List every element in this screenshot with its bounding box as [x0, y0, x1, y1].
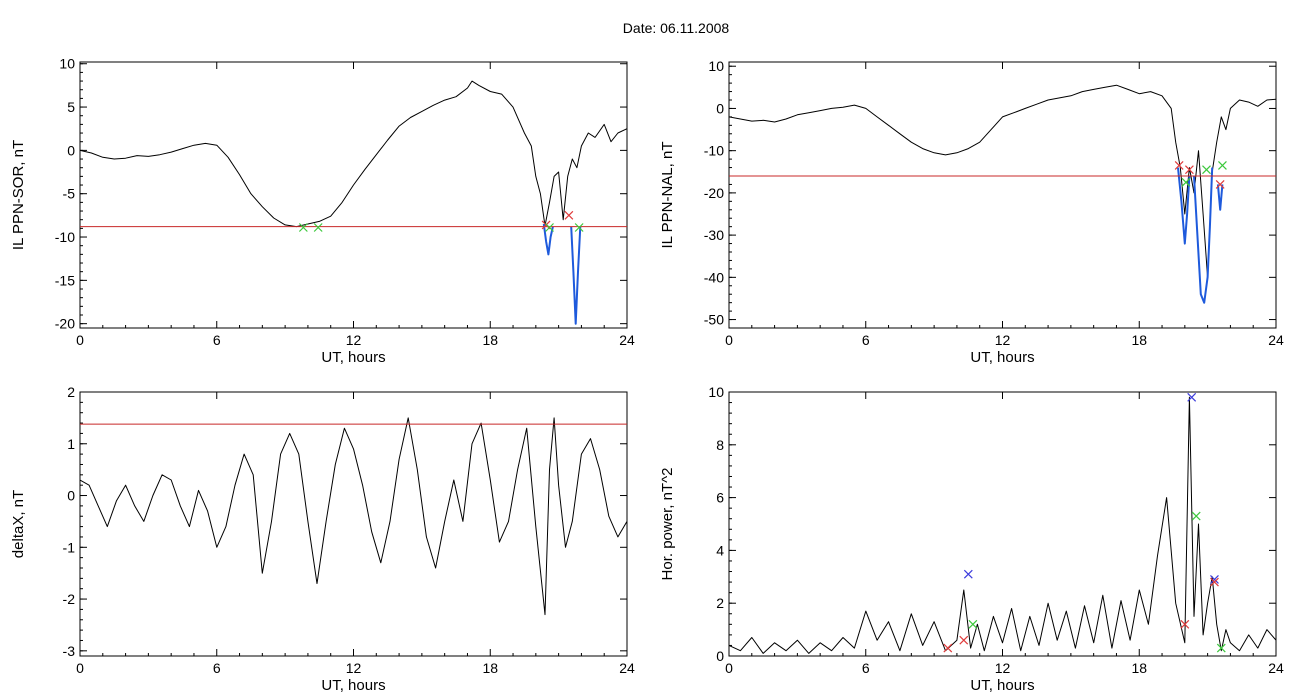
event-marker [298, 223, 308, 232]
x-tick-label: 0 [76, 332, 84, 348]
y-tick-label: -1 [63, 539, 76, 555]
event-marker [564, 210, 574, 220]
event-marker [1174, 161, 1184, 170]
y-tick-label: 8 [716, 437, 724, 453]
event-marker [313, 223, 323, 232]
event-segment [1216, 184, 1224, 211]
series-line [80, 80, 627, 228]
event-marker [574, 223, 584, 232]
event-marker [1184, 165, 1194, 175]
x-tick-label: 6 [213, 332, 221, 348]
series-line [729, 396, 1276, 654]
x-tick-label: 12 [346, 332, 362, 348]
y-tick-label: 10 [59, 56, 75, 72]
x-tick-label: 12 [995, 332, 1011, 348]
x-tick-label: 24 [619, 332, 635, 348]
x-tick-label: 0 [725, 660, 733, 676]
y-tick-label: 1 [67, 436, 75, 452]
y-tick-label: 0 [716, 100, 724, 116]
y-tick-label: -10 [704, 143, 724, 159]
y-tick-label: 0 [67, 142, 75, 158]
y-tick-label: 0 [67, 488, 75, 504]
figure-title: Date: 06.11.2008 [623, 20, 730, 36]
event-segment [570, 226, 582, 325]
plot-area [80, 80, 627, 325]
series-line [80, 417, 627, 616]
x-tick-label: 0 [725, 332, 733, 348]
event-marker [1210, 577, 1219, 587]
event-marker [968, 619, 978, 629]
event-marker [1187, 392, 1197, 402]
y-tick-label: 10 [708, 58, 724, 74]
x-tick-label: 6 [862, 660, 870, 676]
x-tick-label: 18 [482, 660, 498, 676]
event-marker [1216, 643, 1226, 653]
x-axis-title: UT, hours [321, 349, 385, 366]
event-marker [1210, 575, 1219, 584]
x-axis-title: UT, hours [970, 677, 1034, 694]
x-tick-label: 12 [995, 660, 1011, 676]
x-axis-title: UT, hours [970, 349, 1034, 366]
event-segment [1177, 167, 1191, 245]
y-tick-label: -2 [63, 591, 76, 607]
y-tick-label: -5 [63, 186, 76, 202]
x-tick-label: 24 [619, 660, 635, 676]
plot-frame [79, 391, 628, 657]
event-marker [1180, 619, 1190, 629]
y-tick-label: 10 [708, 384, 724, 400]
event-marker [963, 569, 973, 579]
y-tick-label: -40 [704, 269, 724, 285]
y-tick-label: -10 [55, 229, 75, 245]
y-tick-label: 4 [716, 542, 724, 558]
y-tick-label: 6 [716, 490, 724, 506]
y-axis-title: Hor. power, nT^2 [659, 468, 676, 581]
x-tick-label: 12 [346, 660, 362, 676]
y-tick-label: -20 [704, 185, 724, 201]
x-tick-label: 18 [1131, 332, 1147, 348]
x-tick-label: 0 [76, 660, 84, 676]
y-tick-label: -20 [55, 316, 75, 332]
x-tick-label: 18 [1131, 660, 1147, 676]
plot-frame [728, 61, 1277, 329]
y-axis-title: IL PPN-NAL, nT [659, 142, 676, 249]
plot-frame [79, 61, 628, 329]
x-tick-label: 18 [482, 332, 498, 348]
event-marker [959, 635, 969, 645]
y-tick-label: -15 [55, 272, 75, 288]
y-tick-label: 2 [716, 595, 724, 611]
plot-area [729, 396, 1276, 654]
event-segment [542, 223, 554, 256]
event-marker [1191, 511, 1201, 521]
y-tick-label: 5 [67, 99, 75, 115]
plot-area [729, 84, 1276, 304]
event-marker [1215, 180, 1225, 189]
y-tick-label: -50 [704, 312, 724, 328]
event-marker [1218, 161, 1227, 170]
y-tick-label: 2 [67, 384, 75, 400]
y-tick-label: -30 [704, 227, 724, 243]
x-tick-label: 24 [1268, 660, 1284, 676]
x-tick-label: 6 [213, 660, 221, 676]
event-marker [1181, 177, 1191, 187]
y-tick-label: 0 [716, 648, 724, 664]
x-tick-label: 24 [1268, 332, 1284, 348]
event-marker [1202, 165, 1211, 175]
y-tick-label: -3 [63, 643, 76, 659]
x-tick-label: 6 [862, 332, 870, 348]
plot-area [80, 417, 627, 616]
event-segment [1193, 167, 1214, 304]
x-axis-title: UT, hours [321, 677, 385, 694]
event-marker [545, 223, 554, 232]
y-axis-title: deltaX, nT [10, 490, 27, 558]
y-axis-title: IL PPN-SOR, nT [10, 140, 27, 250]
panel-ppn-nal: 0 6 12 18 24 -50 -40 -30 -20 -10 0 10 UT, hours IL PP… [659, 58, 1284, 366]
event-marker [943, 643, 953, 653]
panel-ppn-sor: 0 6 12 18 24 -20 -15 -10 -5 0 5 10 UT, hours IL PPN-S… [10, 56, 635, 366]
